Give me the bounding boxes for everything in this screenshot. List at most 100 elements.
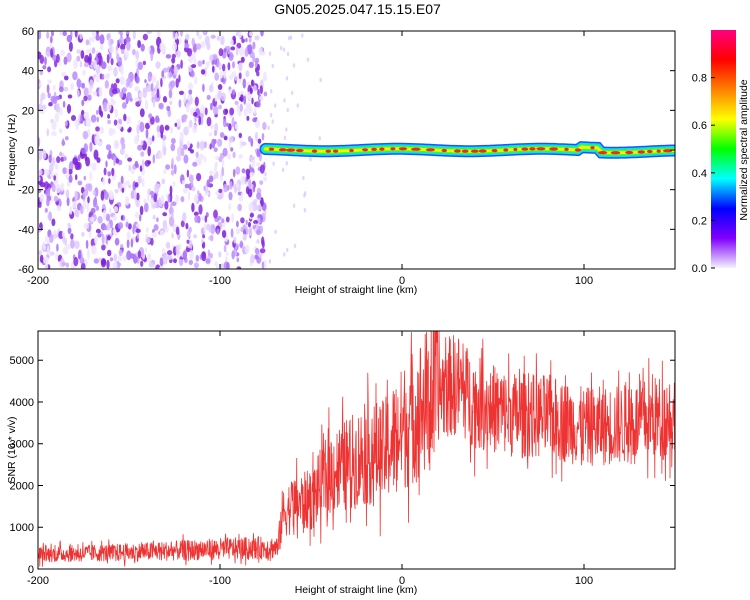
noise-blob bbox=[222, 147, 228, 157]
noise-blob bbox=[306, 57, 310, 62]
noise-blob bbox=[120, 43, 126, 51]
noise-blob bbox=[172, 181, 176, 187]
noise-blob bbox=[125, 180, 130, 186]
noise-blob bbox=[59, 31, 63, 36]
signal-peak bbox=[549, 147, 559, 151]
noise-blob bbox=[51, 156, 56, 166]
noise-blob bbox=[230, 147, 234, 152]
noise-blob bbox=[283, 135, 287, 140]
spectrogram-x-tick-label: -100 bbox=[209, 275, 231, 287]
noise-blob bbox=[121, 187, 125, 193]
noise-blob bbox=[260, 197, 264, 207]
noise-blob bbox=[83, 87, 89, 97]
noise-blob bbox=[92, 190, 96, 196]
noise-blob bbox=[147, 253, 151, 263]
noise-blob bbox=[249, 87, 253, 95]
noise-blob bbox=[70, 239, 75, 249]
noise-blob bbox=[51, 31, 54, 37]
noise-blob bbox=[72, 157, 78, 165]
noise-blob bbox=[281, 167, 285, 172]
noise-blob bbox=[264, 171, 267, 177]
noise-blob bbox=[66, 166, 70, 176]
noise-blob bbox=[140, 139, 144, 146]
noise-blob bbox=[175, 78, 179, 88]
snr-x-tick-label: -200 bbox=[27, 575, 49, 587]
noise-blob bbox=[76, 55, 81, 62]
noise-blob bbox=[252, 41, 256, 50]
noise-blob bbox=[85, 183, 91, 190]
noise-blob bbox=[99, 44, 104, 51]
noise-blob bbox=[303, 208, 307, 213]
noise-blob bbox=[175, 244, 180, 255]
noise-blob bbox=[160, 77, 163, 88]
snr-y-axis-title: SNR (10 * v/v) bbox=[6, 416, 18, 483]
noise-blob bbox=[83, 222, 90, 230]
noise-blob bbox=[159, 257, 164, 267]
noise-blob bbox=[170, 169, 175, 176]
noise-blob bbox=[223, 244, 227, 253]
noise-blob bbox=[74, 190, 78, 201]
noise-blob bbox=[50, 194, 53, 203]
noise-blob bbox=[221, 166, 225, 177]
noise-blob bbox=[182, 114, 188, 119]
noise-blob bbox=[139, 214, 142, 222]
signal-peak bbox=[564, 147, 569, 151]
noise-blob bbox=[46, 31, 50, 39]
noise-blob bbox=[232, 151, 236, 158]
noise-blob bbox=[248, 202, 254, 213]
noise-blob bbox=[75, 174, 78, 181]
signal-peak bbox=[411, 147, 421, 151]
noise-blob bbox=[202, 59, 205, 65]
noise-blob bbox=[208, 84, 214, 93]
noise-blob bbox=[211, 138, 216, 149]
noise-blob bbox=[242, 229, 247, 235]
noise-blob bbox=[109, 87, 115, 97]
noise-blob bbox=[174, 122, 178, 127]
noise-blob bbox=[105, 160, 108, 168]
snr-y-tick-label: 5000 bbox=[10, 355, 34, 367]
noise-blob bbox=[85, 39, 90, 46]
noise-blob bbox=[108, 149, 112, 159]
noise-blob bbox=[66, 197, 70, 207]
noise-blob bbox=[137, 144, 143, 151]
noise-blob bbox=[228, 202, 232, 211]
noise-blob bbox=[45, 51, 51, 56]
noise-blob bbox=[107, 171, 112, 177]
noise-blob bbox=[42, 65, 47, 70]
colorbar-tick-label: 0.4 bbox=[692, 168, 707, 180]
noise-blob bbox=[64, 136, 69, 141]
noise-blob bbox=[194, 115, 197, 123]
noise-blob bbox=[85, 156, 90, 167]
noise-blob bbox=[196, 173, 202, 182]
noise-blob bbox=[203, 31, 207, 35]
noise-blob bbox=[76, 122, 79, 131]
noise-blob bbox=[216, 228, 220, 235]
noise-blob bbox=[140, 151, 145, 157]
noise-blob bbox=[65, 189, 70, 199]
noise-blob bbox=[225, 256, 228, 263]
noise-blob bbox=[182, 250, 187, 261]
spectrogram-y-tick-label: -20 bbox=[18, 185, 34, 197]
noise-blob bbox=[156, 88, 160, 99]
noise-blob bbox=[62, 138, 65, 147]
noise-blob bbox=[163, 168, 167, 175]
noise-blob bbox=[268, 51, 272, 56]
noise-blob bbox=[48, 102, 53, 107]
noise-blob bbox=[240, 227, 244, 232]
noise-blob bbox=[249, 171, 255, 178]
noise-blob bbox=[236, 220, 239, 228]
noise-blob bbox=[152, 97, 156, 108]
noise-blob bbox=[230, 46, 236, 51]
signal-peak bbox=[610, 151, 621, 155]
noise-blob bbox=[247, 188, 253, 198]
spectrogram-y-tick-label: -40 bbox=[18, 224, 34, 236]
noise-blob bbox=[138, 92, 143, 98]
noise-blob bbox=[49, 35, 53, 44]
noise-blob bbox=[239, 90, 244, 96]
colorbar-tick-label: 0.6 bbox=[692, 120, 707, 132]
noise-blob bbox=[194, 76, 198, 85]
noise-blob bbox=[82, 69, 86, 76]
noise-blob bbox=[194, 96, 199, 107]
noise-blob bbox=[66, 104, 72, 114]
noise-blob bbox=[126, 80, 130, 88]
